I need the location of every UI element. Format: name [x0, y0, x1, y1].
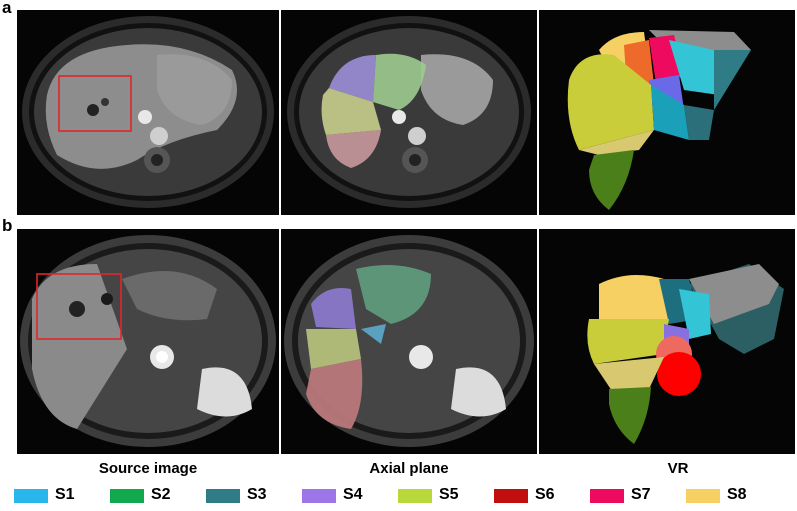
legend-label: S5 [439, 486, 459, 503]
legend-swatch [14, 489, 48, 503]
legend-label: S1 [55, 486, 75, 503]
column-label-source-image: Source image [98, 460, 198, 477]
mri-source-image-b [17, 229, 279, 454]
vr-rendering-a [539, 10, 795, 215]
legend-label: S8 [727, 486, 747, 503]
legend-label: S6 [535, 486, 555, 503]
legend-swatch [494, 489, 528, 503]
axial-plane-image-b [281, 229, 537, 454]
column-label-vr: VR [667, 460, 689, 477]
panel-label-b: b [2, 216, 13, 235]
panel-label-a: a [2, 0, 12, 17]
segment-legend: S1 S2 S3 S4 S5 S6 S7 S8 [14, 483, 794, 509]
legend-label: S2 [151, 486, 171, 503]
legend-swatch [206, 489, 240, 503]
mri-source-image-a [17, 10, 279, 215]
legend-swatch [302, 489, 336, 503]
column-label-axial-plane: Axial plane [369, 460, 449, 477]
vr-rendering-b [539, 229, 795, 454]
legend-label: S4 [343, 486, 363, 503]
legend-label: S7 [631, 486, 651, 503]
axial-plane-image-a [281, 10, 537, 215]
legend-label: S3 [247, 486, 267, 503]
legend-swatch [686, 489, 720, 503]
legend-swatch [110, 489, 144, 503]
legend-swatch [398, 489, 432, 503]
legend-swatch [590, 489, 624, 503]
